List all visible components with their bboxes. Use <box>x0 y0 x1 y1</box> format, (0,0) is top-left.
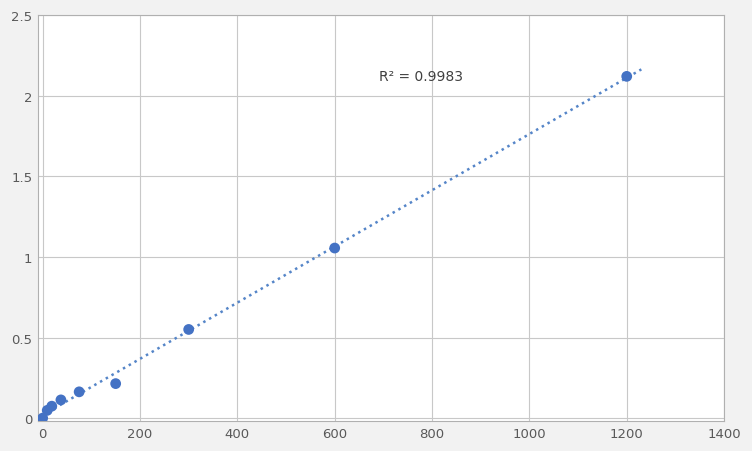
Point <box>41 407 53 414</box>
Point <box>620 74 632 81</box>
Text: R² = 0.9983: R² = 0.9983 <box>378 69 462 83</box>
Point <box>46 403 58 410</box>
Point <box>183 326 195 333</box>
Point <box>55 396 67 404</box>
Point <box>73 388 85 396</box>
Point <box>329 245 341 252</box>
Point <box>110 380 122 387</box>
Point <box>37 414 49 422</box>
